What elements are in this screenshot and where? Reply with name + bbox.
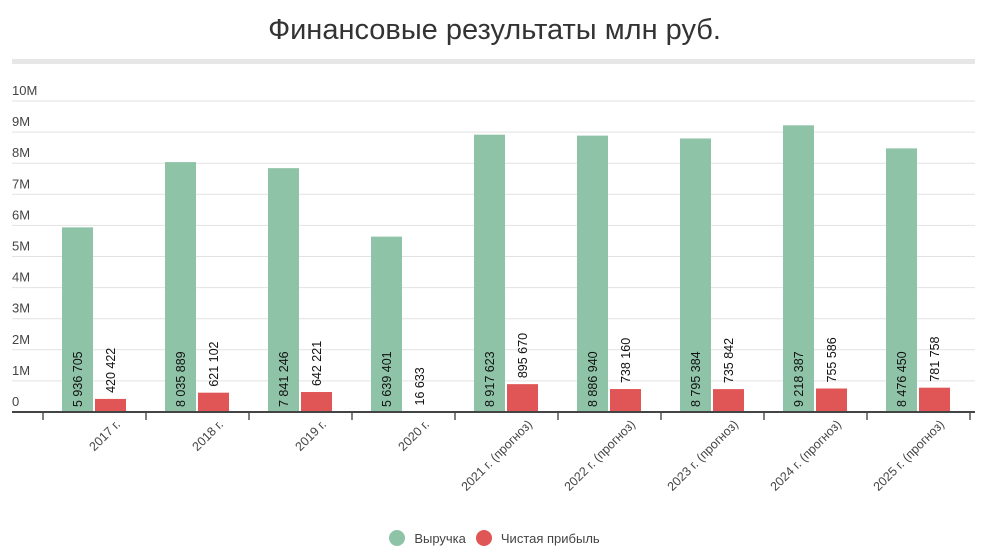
y-tick-label: 10M (12, 83, 37, 98)
y-tick-label: 9M (12, 114, 30, 129)
title-divider (12, 59, 975, 64)
chart-title: Финансовые результаты млн руб. (268, 14, 721, 46)
y-tick-label: 7M (12, 176, 30, 191)
y-tick-label: 6M (12, 207, 30, 222)
x-tick-label: 2022 г. (прогноз) (562, 417, 639, 494)
legend: Выручка Чистая прибыль (0, 530, 989, 546)
y-tick-label: 8M (12, 145, 30, 160)
data-label: 642 221 (310, 341, 324, 386)
x-tick-label: 2025 г. (прогноз) (871, 417, 948, 494)
data-label: 9 218 387 (792, 351, 806, 407)
y-tick-label: 0 (12, 394, 19, 409)
y-tick-label: 1M (12, 363, 30, 378)
data-label: 420 422 (104, 348, 118, 393)
data-label: 755 586 (825, 337, 839, 382)
y-tick-label: 4M (12, 270, 30, 285)
x-tick-label: 2024 г. (прогноз) (768, 417, 845, 494)
data-label: 16 633 (413, 367, 427, 405)
bar-profit (816, 388, 847, 412)
legend-item-revenue[interactable]: Выручка (389, 530, 466, 546)
y-tick-label: 3M (12, 301, 30, 316)
bar-profit (713, 389, 744, 412)
data-label: 8 035 889 (174, 351, 188, 407)
x-tick-label: 2023 г. (прогноз) (665, 417, 742, 494)
y-tick-label: 2M (12, 332, 30, 347)
bar-profit (95, 398, 126, 412)
legend-label: Выручка (414, 530, 466, 546)
data-label: 738 160 (619, 338, 633, 383)
bar-revenue (886, 148, 917, 413)
bar-revenue (268, 168, 299, 412)
bar-profit (610, 389, 641, 412)
x-tick-label: 2020 г. (395, 417, 432, 454)
data-label: 621 102 (207, 341, 221, 386)
bar-revenue (474, 134, 505, 412)
bar-profit (301, 392, 332, 412)
data-label: 8 917 623 (483, 351, 497, 407)
data-label: 8 476 450 (895, 351, 909, 407)
data-label: 895 670 (516, 333, 530, 378)
x-tick-label: 2021 г. (прогноз) (459, 417, 536, 494)
y-tick-label: 5M (12, 239, 30, 254)
data-label: 8 795 384 (689, 351, 703, 407)
x-tick-label: 2017 г. (86, 417, 123, 454)
data-label: 7 841 246 (277, 351, 291, 407)
bar-revenue (577, 135, 608, 413)
data-label: 5 936 705 (71, 351, 85, 407)
legend-item-profit[interactable]: Чистая прибыль (475, 530, 600, 546)
data-label: 5 639 401 (380, 351, 394, 407)
bar-revenue (62, 227, 93, 412)
legend-swatch-revenue (389, 530, 406, 546)
bar-revenue (680, 138, 711, 412)
data-label: 8 886 940 (586, 351, 600, 407)
data-label: 735 842 (722, 338, 736, 383)
legend-swatch-profit (475, 530, 492, 546)
bar-profit (507, 384, 538, 412)
x-tick-label: 2018 г. (189, 417, 226, 454)
bar-revenue (371, 236, 402, 412)
data-label: 781 758 (928, 336, 942, 381)
bar-profit (919, 387, 950, 412)
bar-profit (198, 392, 229, 412)
legend-label: Чистая прибыль (500, 530, 600, 546)
bar-revenue (165, 162, 196, 412)
bar-revenue (783, 125, 814, 412)
x-tick-label: 2019 г. (292, 417, 329, 454)
